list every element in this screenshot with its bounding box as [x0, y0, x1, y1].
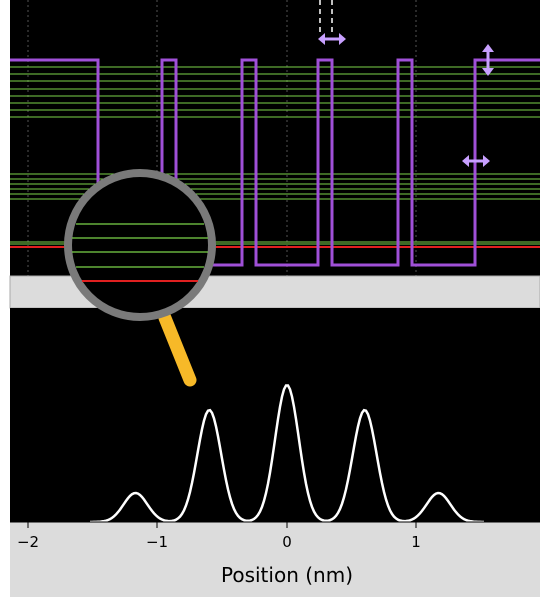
magnifier[interactable] — [68, 173, 212, 317]
wavefunction-panel — [10, 308, 540, 522]
x-tick-label: 0 — [282, 533, 292, 551]
x-tick-label: −1 — [146, 533, 168, 551]
x-tick-label: −2 — [17, 533, 39, 551]
x-axis-label: Position (nm) — [221, 563, 353, 587]
simulation: −2 −1 0 1 Position (nm) — [0, 0, 540, 597]
x-tick-label: 1 — [411, 533, 421, 551]
